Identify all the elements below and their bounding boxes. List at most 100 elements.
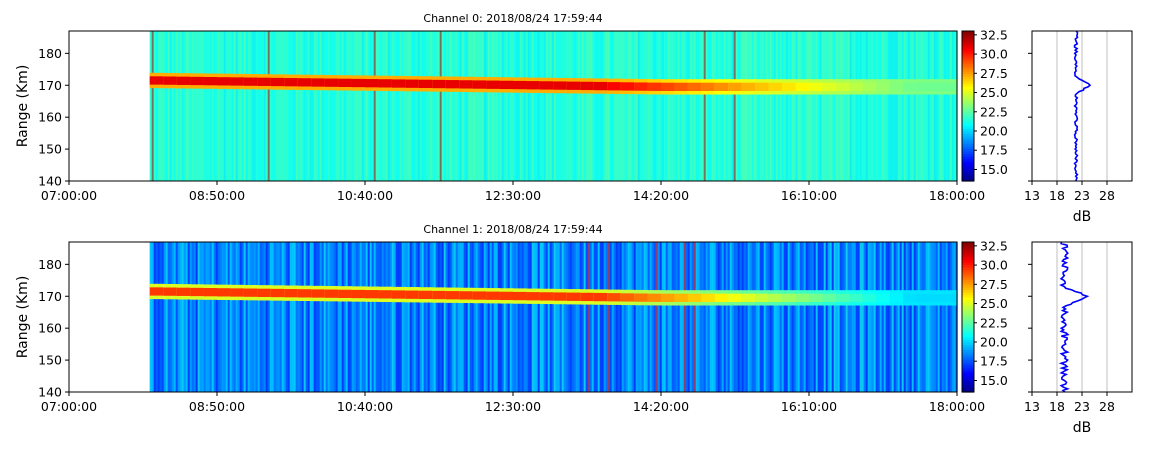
heatmap-column	[681, 242, 684, 392]
heatmap-column	[943, 242, 946, 392]
heatmap-column	[387, 242, 390, 392]
heatmap-column	[687, 242, 690, 392]
x-tick-label: 08:50:00	[189, 188, 245, 203]
colorbar-frame	[961, 241, 975, 393]
heatmap-column	[221, 31, 224, 181]
heatmap-column	[227, 31, 230, 181]
heatmap-column	[901, 31, 904, 181]
colorbar-segment	[962, 173, 974, 177]
heatmap-column	[483, 31, 486, 181]
x-tick-label: 16:10:00	[781, 188, 837, 203]
heatmap-column	[781, 242, 784, 392]
heatmap-column	[631, 31, 634, 181]
heatmap-column	[775, 242, 778, 392]
heatmap-column	[933, 31, 936, 181]
heatmap-column	[195, 242, 198, 392]
heatmap-column	[825, 31, 828, 181]
heatmap-column	[877, 242, 880, 392]
heatmap-column	[815, 31, 818, 181]
heatmap-column	[927, 31, 930, 181]
heatmap-column	[197, 31, 200, 181]
heatmap-column	[909, 242, 912, 392]
heatmap-column	[617, 242, 620, 392]
heatmap-column	[175, 242, 178, 392]
heatmap-column	[205, 31, 208, 181]
profile-x-tick-label: 18	[1049, 399, 1065, 414]
echo-band-core	[714, 82, 729, 91]
heatmap-column	[935, 242, 938, 392]
heatmap-column	[405, 242, 408, 392]
heatmap-column	[437, 31, 440, 181]
echo-band-core	[365, 290, 379, 299]
heatmap-column	[885, 31, 888, 181]
heatmap-column	[367, 31, 370, 181]
heatmap-column	[295, 31, 298, 181]
echo-band-core	[809, 293, 823, 302]
heatmap-column	[569, 31, 572, 181]
heatmap-column	[429, 31, 432, 181]
heatmap-column	[423, 242, 426, 392]
colorbar-segment	[962, 334, 974, 338]
echo-band-core	[405, 290, 420, 299]
colorbar-segment	[962, 332, 974, 336]
colorbar-segment	[962, 63, 974, 67]
profile-xlabel: dB	[1073, 420, 1092, 436]
colorbar-segment	[962, 51, 974, 55]
heatmap-column	[373, 31, 376, 181]
heatmap-column	[431, 31, 434, 181]
heatmap-column	[361, 242, 364, 392]
heatmap-column	[211, 242, 214, 392]
heatmap-column	[313, 31, 316, 181]
heatmap-column	[165, 242, 168, 392]
heatmap-column	[939, 31, 942, 181]
heatmap-column	[565, 242, 568, 392]
heatmap-column	[441, 242, 444, 392]
colorbar-segment	[962, 38, 974, 42]
echo-band-core	[822, 82, 837, 91]
colorbar-segment	[962, 354, 974, 358]
heatmap-column	[543, 242, 546, 392]
heatmap-column	[585, 242, 588, 392]
colorbar-segment	[962, 304, 974, 308]
heatmap-column	[373, 242, 376, 392]
heatmap-column	[435, 242, 438, 392]
colorbar-segment	[962, 269, 974, 273]
heatmap-column	[913, 31, 916, 181]
heatmap-column	[869, 31, 872, 181]
channel-0-panel: Channel 0: 2018/08/24 17:59:44 Range (Km…	[15, 12, 1133, 225]
heatmap-column	[577, 31, 580, 181]
heatmap-column	[911, 31, 914, 181]
heatmap-column	[291, 31, 294, 181]
heatmap-column	[829, 31, 832, 181]
heatmap-column	[929, 31, 932, 181]
y-tick-label: 150	[38, 353, 62, 368]
heatmap-column	[209, 242, 212, 392]
heatmap-column	[725, 31, 728, 181]
heatmap-column	[905, 242, 908, 392]
echo-band-core	[768, 82, 783, 91]
heatmap-column	[267, 242, 270, 392]
colorbar-segment	[962, 294, 974, 298]
heatmap-column	[239, 242, 242, 392]
heatmap-column	[299, 242, 302, 392]
heatmap-column	[359, 242, 362, 392]
heatmap-column	[199, 31, 202, 181]
heatmap-column	[163, 242, 166, 392]
heatmap-column	[531, 31, 534, 181]
heatmap-column	[167, 242, 170, 392]
heatmap-column	[251, 242, 254, 392]
heatmap-column	[679, 242, 682, 392]
heatmap-column	[541, 242, 544, 392]
heatmap-column	[745, 242, 748, 392]
echo-band-core	[311, 78, 326, 87]
heatmap-column	[557, 242, 560, 392]
heatmap-column	[683, 242, 686, 392]
heatmap-column	[595, 31, 598, 181]
colorbar-segment	[962, 68, 974, 72]
heatmap-column	[897, 242, 900, 392]
heatmap-column	[423, 31, 426, 181]
heatmap-column	[819, 242, 822, 392]
heatmap-column	[647, 31, 650, 181]
colorbar-segment	[962, 118, 974, 122]
heatmap-column	[335, 242, 338, 392]
